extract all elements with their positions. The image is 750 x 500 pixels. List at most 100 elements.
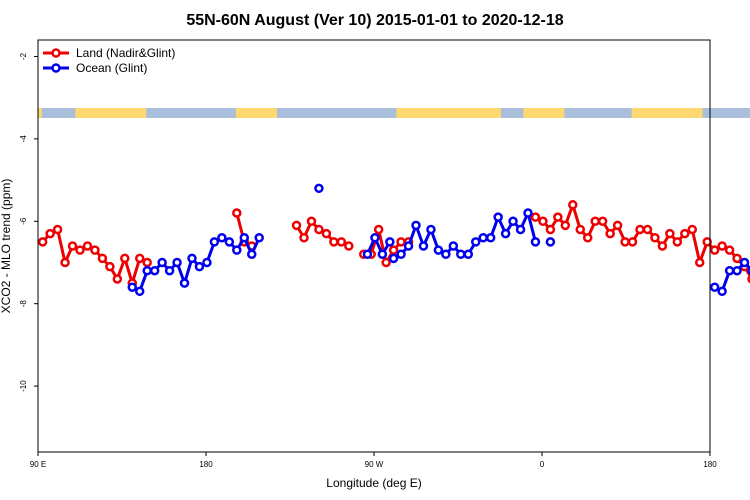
ocean-data-point (239, 233, 250, 243)
land-data-point (314, 224, 324, 235)
legend-land-label: Land (Nadir&Glint) (76, 46, 175, 60)
y-tick-label: -10 (19, 380, 28, 392)
land-data-point (724, 245, 735, 255)
y-axis-label: XCO2 - MLO trend (ppm) (0, 179, 13, 314)
ocean-data-point (209, 237, 220, 247)
land-data-point (635, 224, 645, 235)
x-axis: 90 E 180 90 W 0 180 (30, 452, 717, 469)
land-data-point (553, 212, 563, 222)
land-data-point (687, 224, 698, 235)
land-data-point (291, 220, 302, 231)
ocean-data-point (523, 208, 533, 218)
ocean-data-point (545, 237, 556, 247)
land-data-point (732, 253, 742, 264)
ocean-data-point (530, 237, 541, 247)
land-data-point (545, 224, 556, 235)
land-data-point (396, 237, 406, 247)
x-tick-label: 90 E (30, 460, 46, 469)
land-data-point (90, 245, 100, 255)
land-data-point (657, 241, 668, 251)
ocean-data-point (187, 253, 197, 264)
y-tick-label: -6 (19, 217, 28, 225)
legend-ocean-marker (51, 63, 61, 73)
land-data-point (37, 237, 48, 247)
ocean-data-point (456, 249, 466, 259)
ocean-data-point (385, 237, 395, 247)
ocean-data-point (717, 286, 727, 297)
ocean-data-point (362, 249, 373, 259)
land-data-point (597, 216, 608, 227)
x-axis-label: Longitude (deg E) (326, 476, 421, 490)
land-data-point (642, 224, 653, 235)
land-data-point (52, 224, 63, 235)
land-data-point (142, 257, 152, 268)
land-data-point (620, 237, 630, 247)
ocean-mask-segment (500, 108, 524, 118)
land-data-point (627, 237, 638, 247)
ocean-data-point (254, 233, 264, 243)
ocean-series-line (366, 236, 392, 256)
ocean-data-point (377, 249, 388, 259)
ocean-data-point (441, 249, 451, 259)
ocean-data-point (217, 233, 227, 243)
ocean-data-point (478, 233, 488, 243)
ocean-mask-segment (146, 108, 236, 118)
land-data-point (45, 228, 55, 239)
land-data-point (612, 220, 623, 231)
land-data-point (709, 245, 720, 255)
ocean-data-point (157, 257, 167, 268)
ocean-data-point (433, 245, 444, 255)
land-data-point (329, 237, 339, 247)
x-tick-label: 180 (199, 460, 213, 469)
land-data-point (388, 245, 399, 255)
ocean-data-point (149, 265, 160, 276)
land-data-point (694, 257, 705, 268)
ocean-data-point (127, 282, 138, 292)
ocean-data-point (515, 224, 526, 235)
land-data-point (344, 241, 354, 251)
land-data-point (575, 224, 586, 235)
ocean-data-point (370, 233, 380, 243)
land-data-point (232, 208, 242, 218)
land-data-point (702, 237, 712, 247)
ocean-data-point (448, 241, 459, 251)
ocean-mask-segment (41, 108, 76, 118)
y-tick-label: -4 (19, 135, 28, 143)
ocean-data-point (470, 237, 481, 247)
land-data-point (717, 241, 727, 251)
land-data-point (134, 253, 145, 264)
ocean-data-point (709, 282, 720, 292)
land-data-point (321, 228, 332, 239)
legend-land-marker (51, 48, 61, 58)
ocean-data-point (426, 224, 436, 235)
legend-ocean-label: Ocean (Glint) (76, 61, 147, 75)
x-tick-label: 180 (703, 460, 717, 469)
ocean-data-point (732, 265, 742, 276)
land-data-point (105, 261, 115, 272)
plot-area (37, 183, 750, 297)
land-data-point (381, 257, 391, 268)
land-data-point (680, 228, 690, 239)
ocean-data-point (493, 212, 503, 222)
land-data-point (82, 241, 93, 251)
land-data-point (538, 216, 548, 227)
ocean-data-point (164, 265, 175, 276)
y-tick-label: -8 (19, 300, 28, 308)
land-data-point (336, 237, 347, 247)
ocean-data-point (194, 261, 205, 272)
land-data-point (650, 233, 660, 243)
ocean-data-point (202, 257, 212, 268)
land-data-point (560, 220, 571, 231)
land-data-point (568, 200, 578, 210)
ocean-mask-segment (702, 108, 750, 118)
land-data-point (67, 241, 78, 251)
land-data-point (112, 274, 123, 284)
ocean-data-point (388, 253, 399, 264)
ocean-mask-segment (276, 108, 397, 118)
ocean-data-point (142, 265, 152, 276)
land-data-point (306, 216, 317, 227)
ocean-data-point (724, 265, 735, 276)
land-data-point (590, 216, 600, 227)
land-series-line (41, 228, 148, 285)
ocean-data-point (314, 183, 324, 194)
